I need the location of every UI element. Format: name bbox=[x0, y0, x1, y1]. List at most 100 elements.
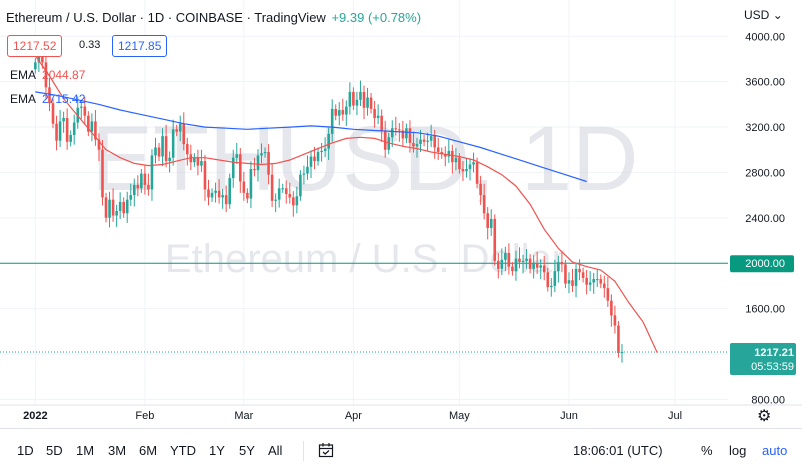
candle-body bbox=[277, 188, 281, 200]
ema-indicator-1[interactable]: EMA 2044.87 bbox=[10, 68, 85, 82]
candle-body bbox=[369, 97, 373, 109]
auto-scale-toggle[interactable]: auto bbox=[762, 443, 788, 458]
candle-body bbox=[603, 283, 606, 289]
candle-body bbox=[362, 91, 366, 108]
candle-body bbox=[504, 252, 507, 260]
candle-body bbox=[224, 195, 228, 205]
candle-body bbox=[65, 117, 69, 142]
candle-body bbox=[380, 115, 383, 131]
candle-body bbox=[270, 174, 274, 201]
timeframe-1m[interactable]: 1M bbox=[76, 443, 95, 458]
timeframe-1d[interactable]: 1D bbox=[17, 443, 34, 458]
candle-body bbox=[44, 62, 48, 88]
candle-body bbox=[525, 258, 528, 261]
candle-body bbox=[62, 117, 65, 122]
candle-body bbox=[48, 87, 51, 104]
buy-price-button[interactable]: 1217.85 bbox=[112, 35, 168, 57]
candle-body bbox=[295, 196, 299, 206]
candle-body bbox=[546, 272, 550, 288]
candle-body bbox=[606, 288, 610, 301]
candle-body bbox=[398, 129, 401, 131]
candle-body bbox=[472, 162, 475, 165]
candle-body bbox=[373, 108, 376, 118]
candle-body bbox=[514, 258, 518, 272]
candle-body bbox=[341, 110, 345, 115]
candle-body bbox=[90, 121, 94, 132]
candle-body bbox=[242, 181, 246, 193]
candle-body bbox=[87, 115, 90, 132]
candle-body bbox=[140, 173, 143, 189]
timeframe-6m[interactable]: 6M bbox=[139, 443, 158, 458]
candle-body bbox=[451, 150, 454, 163]
candle-body bbox=[401, 130, 405, 139]
timeframe-5d[interactable]: 5D bbox=[46, 443, 63, 458]
sell-price-button[interactable]: 1217.52 bbox=[7, 35, 63, 57]
candle-body bbox=[94, 121, 97, 140]
candle-body bbox=[330, 108, 334, 134]
candle-body bbox=[51, 103, 55, 124]
candle-body bbox=[479, 183, 482, 196]
candle-body bbox=[419, 139, 422, 145]
candle-body bbox=[69, 135, 72, 142]
timeframe-5y[interactable]: 5Y bbox=[239, 443, 255, 458]
candle-body bbox=[235, 154, 239, 158]
percent-toggle[interactable]: % bbox=[701, 443, 713, 458]
candle-body bbox=[221, 195, 224, 198]
candle-body bbox=[323, 148, 327, 151]
candle-body bbox=[376, 115, 380, 118]
price-change: +9.39 (+0.78%) bbox=[331, 10, 422, 25]
candle-body bbox=[511, 266, 514, 272]
candle-body bbox=[408, 128, 412, 143]
toolbar-divider bbox=[303, 441, 304, 461]
timeframe-all[interactable]: All bbox=[268, 443, 283, 458]
timeframe-3m[interactable]: 3M bbox=[108, 443, 127, 458]
candle-body bbox=[489, 218, 493, 229]
x-tick-label: 2022 bbox=[23, 410, 47, 422]
candle-body bbox=[610, 300, 613, 316]
y-tick-label: 1600.00 bbox=[745, 304, 785, 316]
candle-body bbox=[521, 260, 525, 263]
hline-price-label: 2000.00 bbox=[745, 258, 785, 270]
candle-body bbox=[178, 123, 182, 132]
last-price-tag bbox=[730, 342, 796, 375]
currency-selector[interactable]: USD ⌄ bbox=[744, 8, 783, 22]
candle-body bbox=[37, 55, 41, 63]
candle-body bbox=[588, 282, 592, 285]
candle-body bbox=[101, 149, 104, 198]
candle-body bbox=[574, 268, 578, 286]
candle-body bbox=[535, 263, 539, 268]
candle-body bbox=[465, 169, 468, 172]
timeframe-ytd[interactable]: YTD bbox=[170, 443, 196, 458]
candle-body bbox=[171, 129, 175, 158]
candle-body bbox=[320, 150, 323, 153]
y-tick-label: 3600.00 bbox=[745, 77, 785, 89]
candle-body bbox=[228, 178, 232, 205]
spread-value: 0.33 bbox=[79, 39, 101, 51]
candle-body bbox=[157, 147, 161, 157]
candle-body bbox=[299, 174, 302, 197]
candle-body bbox=[129, 195, 133, 200]
candle-body bbox=[383, 130, 387, 150]
candle-body bbox=[433, 136, 436, 148]
candle-body bbox=[249, 169, 253, 199]
ema-line-red bbox=[34, 55, 658, 354]
log-toggle[interactable]: log bbox=[729, 443, 747, 458]
candle-body bbox=[461, 169, 465, 172]
candle-body bbox=[288, 193, 292, 198]
utc-clock[interactable]: 18:06:01 (UTC) bbox=[573, 443, 663, 458]
ema-indicator-2[interactable]: EMA 2715.42 bbox=[10, 92, 85, 106]
candle-body bbox=[352, 91, 355, 106]
calendar-icon[interactable] bbox=[318, 442, 334, 458]
candle-body bbox=[560, 262, 564, 265]
x-tick-label: Jun bbox=[560, 410, 578, 422]
candle-body bbox=[207, 189, 210, 198]
timeframe-1y[interactable]: 1Y bbox=[209, 443, 225, 458]
gear-icon[interactable]: ⚙ bbox=[757, 408, 772, 425]
candle-body bbox=[337, 110, 341, 116]
candle-body bbox=[585, 277, 588, 285]
candle-body bbox=[196, 157, 200, 166]
y-tick-label: 800.00 bbox=[751, 394, 785, 406]
candle-body bbox=[182, 123, 186, 145]
symbol-title: Ethereum / U.S. Dollar · 1D · COINBASE ·… bbox=[6, 10, 326, 25]
